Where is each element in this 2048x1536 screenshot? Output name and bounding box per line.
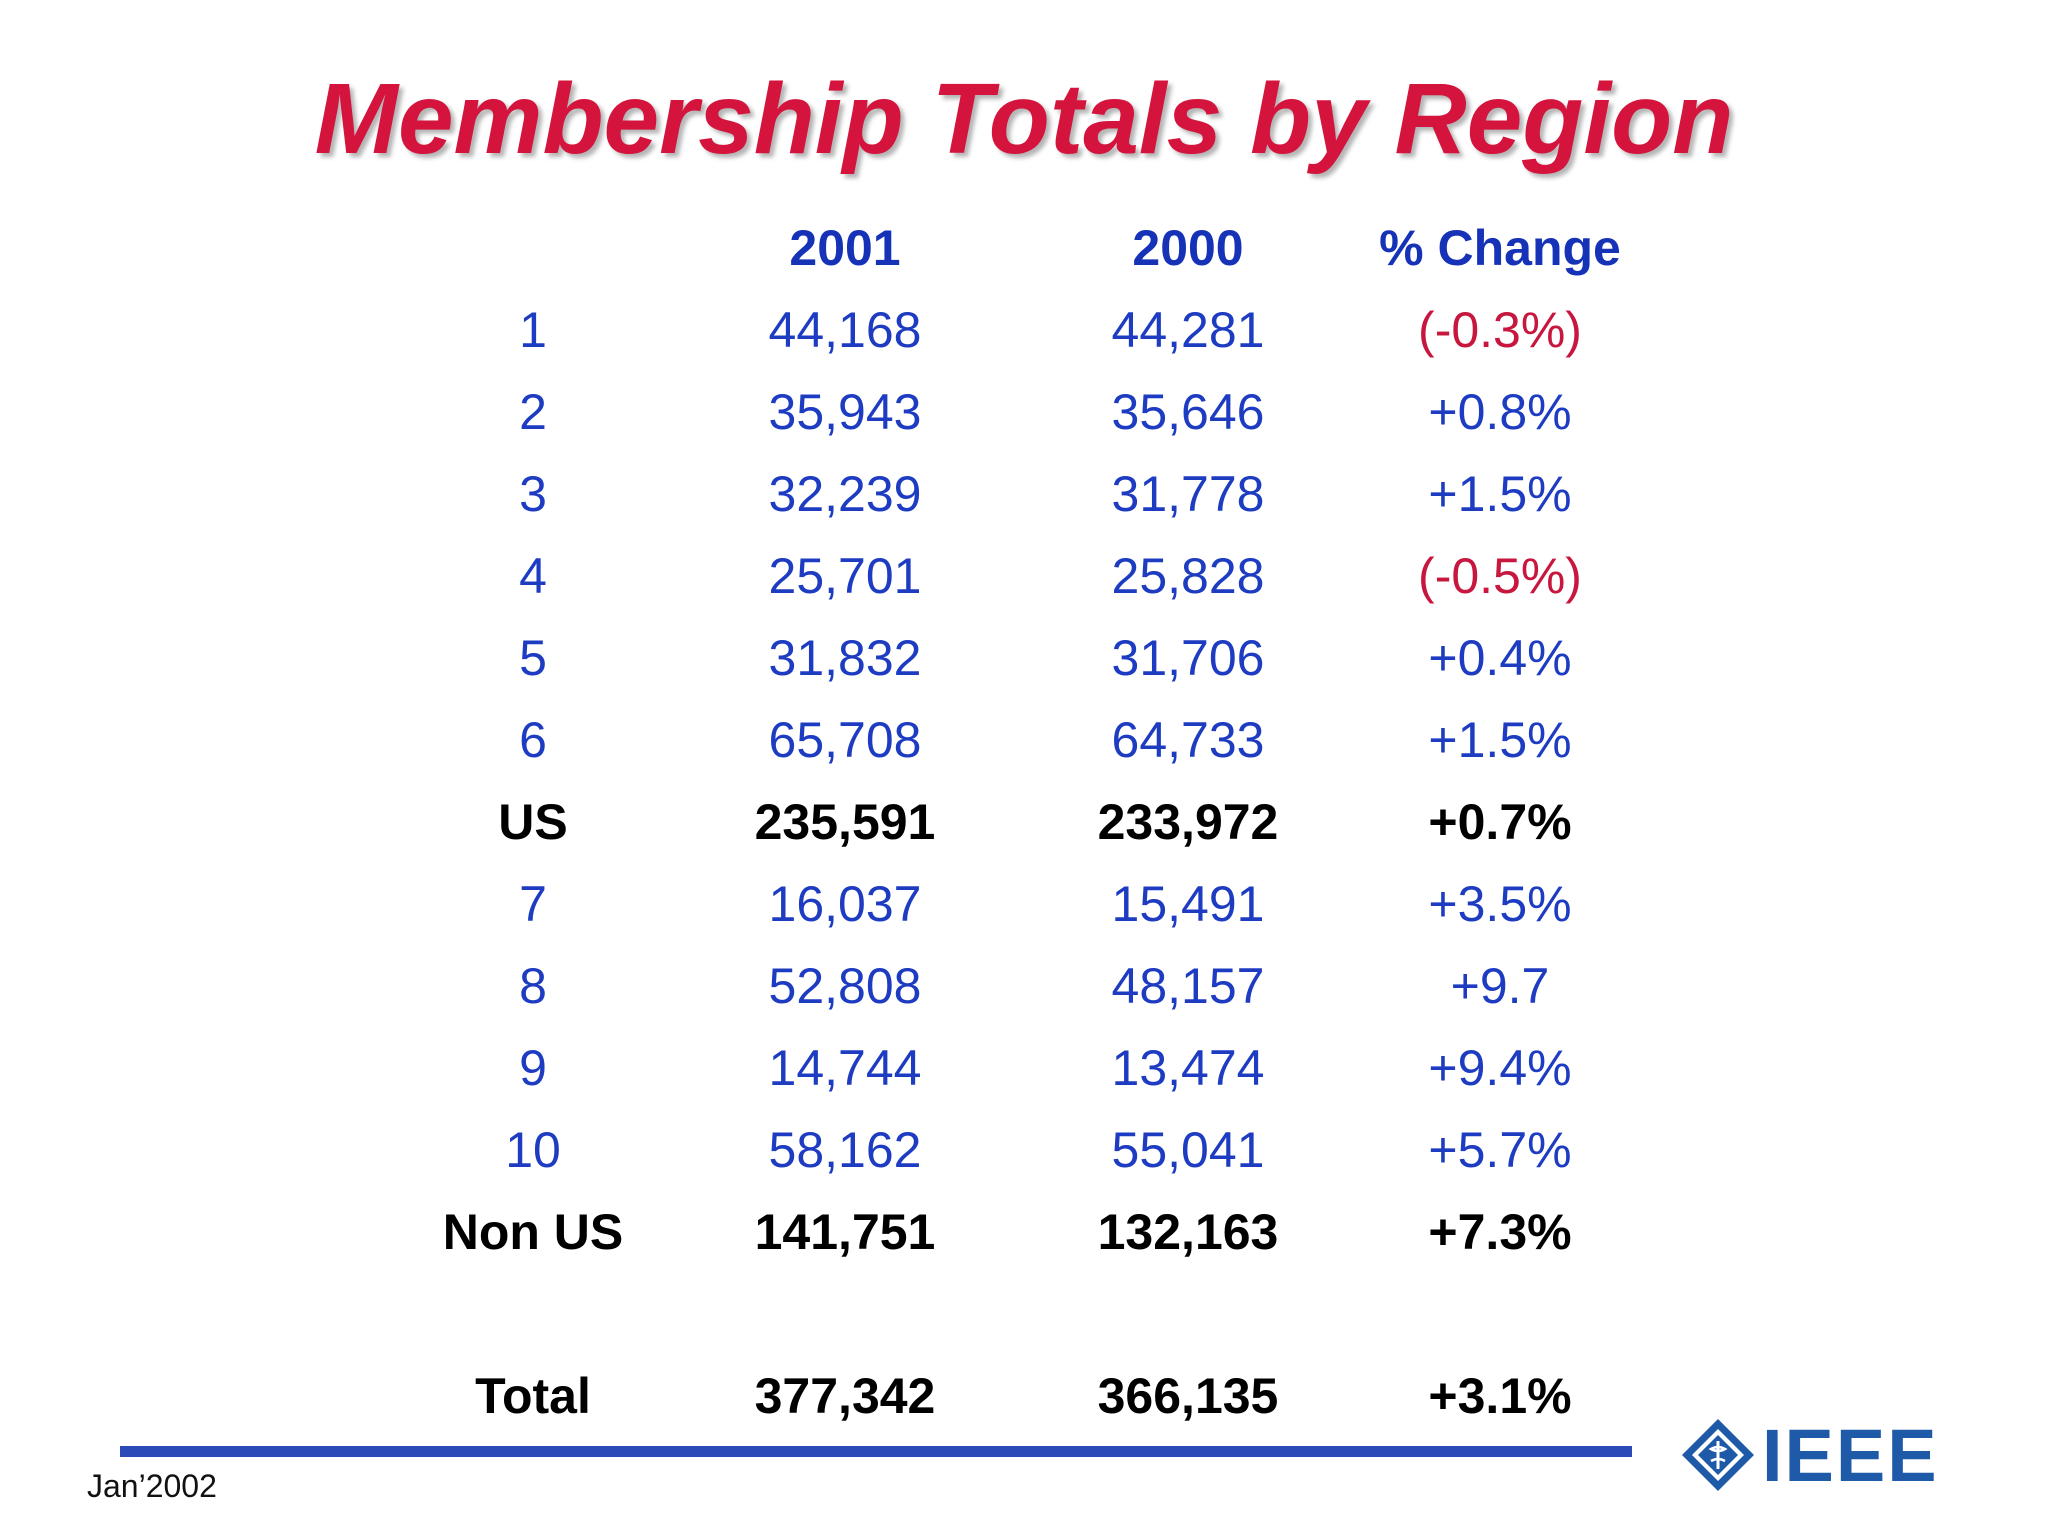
value-2001: 16,037 — [768, 876, 922, 932]
ieee-logo: IEEE — [1678, 1405, 1939, 1505]
region-label: 9 — [519, 1040, 547, 1096]
region-label: 1 — [519, 302, 547, 358]
value-2000: 31,778 — [1111, 466, 1265, 522]
percent-change: +1.5% — [1428, 466, 1572, 522]
percent-change: +9.7 — [1450, 958, 1550, 1014]
ieee-logo-text: IEEE — [1762, 1413, 1939, 1497]
region-label: 10 — [505, 1122, 561, 1178]
header-percent-change: % Change — [1379, 220, 1621, 276]
region-label: 7 — [519, 876, 547, 932]
value-2000: 132,163 — [1097, 1204, 1279, 1260]
value-2001: 52,808 — [768, 958, 922, 1014]
value-2000: 13,474 — [1111, 1040, 1265, 1096]
value-2000: 55,041 — [1111, 1122, 1265, 1178]
value-2001: 25,701 — [768, 548, 922, 604]
value-2001: 58,162 — [768, 1122, 922, 1178]
percent-change: +7.3% — [1428, 1204, 1572, 1260]
value-2001: 44,168 — [768, 302, 922, 358]
percent-change: (-0.5%) — [1418, 548, 1582, 604]
value-2001: 235,591 — [754, 794, 936, 850]
footer-date: Jan’2002 — [87, 1468, 217, 1504]
value-2001: 141,751 — [754, 1204, 936, 1260]
region-label: Total — [475, 1368, 591, 1424]
percent-change: (-0.3%) — [1418, 302, 1582, 358]
value-2001: 31,832 — [768, 630, 922, 686]
value-2000: 35,646 — [1111, 384, 1265, 440]
region-label: 3 — [519, 466, 547, 522]
region-label: 4 — [519, 548, 547, 604]
region-label: 8 — [519, 958, 547, 1014]
region-label: Non US — [442, 1204, 624, 1260]
percent-change: +9.4% — [1428, 1040, 1572, 1096]
value-2000: 15,491 — [1111, 876, 1265, 932]
value-2000: 48,157 — [1111, 958, 1265, 1014]
value-2000: 25,828 — [1111, 548, 1265, 604]
value-2001: 32,239 — [768, 466, 922, 522]
value-2001: 65,708 — [768, 712, 922, 768]
value-2000: 233,972 — [1097, 794, 1279, 850]
value-2000: 31,706 — [1111, 630, 1265, 686]
region-label: US — [498, 794, 568, 850]
percent-change: +3.1% — [1428, 1368, 1572, 1424]
percent-change: +0.4% — [1428, 630, 1572, 686]
bottom-rule — [120, 1446, 1632, 1457]
region-label: 6 — [519, 712, 547, 768]
percent-change: +0.8% — [1428, 384, 1572, 440]
percent-change: +3.5% — [1428, 876, 1572, 932]
region-label: 5 — [519, 630, 547, 686]
percent-change: +1.5% — [1428, 712, 1572, 768]
region-label: 2 — [519, 384, 547, 440]
value-2001: 35,943 — [768, 384, 922, 440]
header-year-2000: 2000 — [1132, 220, 1244, 276]
percent-change: +0.7% — [1428, 794, 1572, 850]
percent-change: +5.7% — [1428, 1122, 1572, 1178]
value-2000: 64,733 — [1111, 712, 1265, 768]
slide-title: Membership Totals by Region — [314, 63, 1734, 175]
value-2000: 44,281 — [1111, 302, 1265, 358]
header-year-2001: 2001 — [789, 220, 901, 276]
value-2000: 366,135 — [1097, 1368, 1279, 1424]
ieee-diamond-icon — [1682, 1419, 1754, 1491]
value-2001: 377,342 — [754, 1368, 936, 1424]
value-2001: 14,744 — [768, 1040, 922, 1096]
